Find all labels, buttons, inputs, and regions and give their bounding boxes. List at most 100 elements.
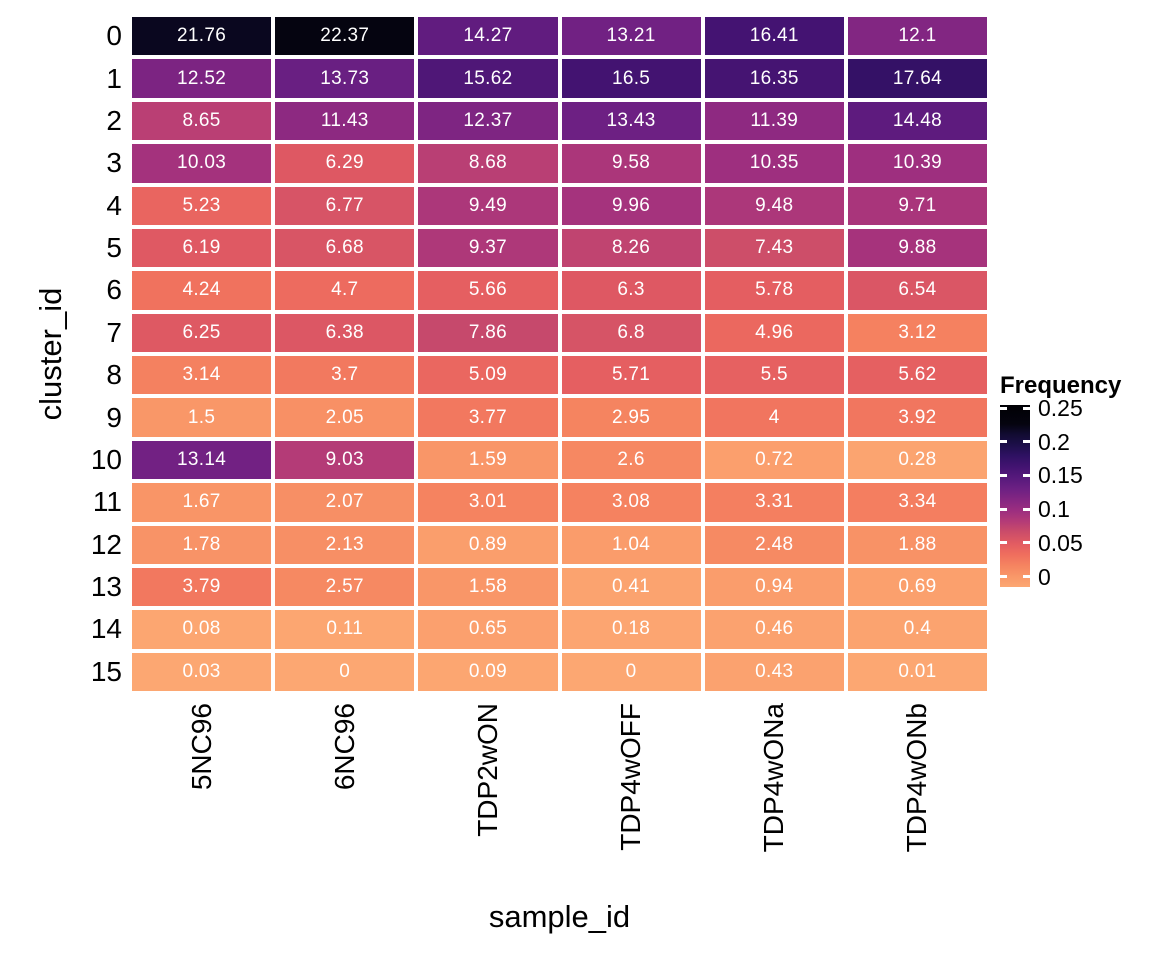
heatmap-cell: 0.89 xyxy=(418,525,558,564)
heatmap-cell: 5.62 xyxy=(847,356,987,395)
heatmap-cell: 11.39 xyxy=(704,101,844,141)
heatmap-cell: 1.59 xyxy=(418,440,558,480)
heatmap-cell: 9.96 xyxy=(561,186,701,225)
y-axis-tick-label: 11 xyxy=(92,486,122,518)
y-axis-tick-label: 13 xyxy=(90,571,122,603)
heatmap-cell: 3.79 xyxy=(132,567,272,607)
heatmap-cell: 4.7 xyxy=(275,271,415,310)
y-axis-tick-label: 1 xyxy=(106,62,122,94)
heatmap-cell: 0.01 xyxy=(847,652,987,691)
heatmap-cell: 13.21 xyxy=(561,17,701,56)
legend-tick-label: 0.25 xyxy=(1038,395,1083,421)
heatmap-cell: 3.12 xyxy=(847,313,987,352)
legend-tick-label: 0.15 xyxy=(1038,462,1083,489)
heatmap-cell: 0 xyxy=(275,652,415,691)
heatmap-cell: 1.67 xyxy=(132,483,272,522)
legend-tick xyxy=(1000,440,1007,444)
heatmap-cell: 1.78 xyxy=(132,525,272,564)
legend-tick xyxy=(1023,507,1030,511)
heatmap-cell: 16.35 xyxy=(704,59,844,98)
heatmap-cell: 0.94 xyxy=(704,567,844,607)
heatmap-cell: 9.03 xyxy=(275,440,415,480)
heatmap-cell: 10.03 xyxy=(132,144,272,183)
heatmap-cell: 12.37 xyxy=(418,101,558,141)
heatmap-cell: 9.58 xyxy=(561,144,701,183)
heatmap-cell: 10.39 xyxy=(847,144,987,183)
legend-tick-label: 0.2 xyxy=(1038,428,1070,455)
heatmap-cell: 2.48 xyxy=(704,525,844,564)
heatmap-cell: 2.6 xyxy=(561,440,701,480)
heatmap-cell: 8.65 xyxy=(132,101,272,141)
heatmap-cell: 1.58 xyxy=(418,567,558,607)
heatmap-cell: 16.41 xyxy=(704,17,844,56)
heatmap-cell: 6.8 xyxy=(561,313,701,352)
heatmap-cell: 11.43 xyxy=(275,101,415,141)
legend-tick xyxy=(1000,406,1007,410)
heatmap-cell: 0 xyxy=(561,652,701,691)
heatmap-cell: 3.14 xyxy=(132,356,272,395)
heatmap-cell: 8.68 xyxy=(418,144,558,183)
legend-tick-label: 0.05 xyxy=(1038,529,1083,556)
heatmap-cell: 2.05 xyxy=(275,398,415,437)
legend-tick xyxy=(1023,440,1030,444)
y-axis-tick-label: 12 xyxy=(90,528,122,560)
heatmap-cell: 0.28 xyxy=(847,440,987,480)
y-axis-tick-label: 14 xyxy=(90,613,122,645)
legend-tick xyxy=(1023,575,1030,578)
heatmap-cell: 12.1 xyxy=(847,17,987,56)
heatmap-cell: 0.72 xyxy=(704,440,844,480)
y-axis-tick-label: 8 xyxy=(106,359,122,391)
x-axis-tick-label: TDP4wONb xyxy=(901,703,933,853)
heatmap-cell: 9.88 xyxy=(847,228,987,268)
heatmap-cell: 0.43 xyxy=(704,652,844,691)
legend-colorbar xyxy=(1000,405,1030,587)
y-axis-tick-label: 0 xyxy=(106,20,122,52)
heatmap-cell: 5.66 xyxy=(418,271,558,310)
heatmap-cell: 3.7 xyxy=(275,356,415,395)
x-axis-tick-label: 5NC96 xyxy=(185,703,217,791)
heatmap-cell: 6.25 xyxy=(132,313,272,352)
heatmap-cell: 9.71 xyxy=(847,186,987,225)
y-axis-tick-label: 4 xyxy=(106,189,122,221)
heatmap-cell: 3.92 xyxy=(847,398,987,437)
heatmap-cell: 0.65 xyxy=(418,610,558,649)
heatmap-cell: 5.78 xyxy=(704,271,844,310)
heatmap-cell: 17.64 xyxy=(847,59,987,98)
heatmap-cell: 9.49 xyxy=(418,186,558,225)
heatmap-cell: 5.09 xyxy=(418,356,558,395)
heatmap-cell: 12.52 xyxy=(132,59,272,98)
heatmap-cell: 0.11 xyxy=(275,610,415,649)
y-axis-tick-labels: 0 1 2 3 4 5 6 7 8 9 10 11 12 13 14 15 xyxy=(0,17,122,691)
heatmap-cell: 0.03 xyxy=(132,652,272,691)
legend-title: Frequency xyxy=(1000,372,1122,399)
legend-tick xyxy=(1000,575,1007,578)
heatmap-cell: 1.5 xyxy=(132,398,272,437)
legend-tick-label: 0.1 xyxy=(1038,496,1070,523)
heatmap-cell: 15.62 xyxy=(418,59,558,98)
heatmap-cell: 13.14 xyxy=(132,440,272,480)
heatmap-cell: 4 xyxy=(704,398,844,437)
legend-tick xyxy=(1000,541,1007,545)
heatmap-cell: 6.19 xyxy=(132,228,272,268)
heatmap-cell: 6.54 xyxy=(847,271,987,310)
heatmap-cell: 6.77 xyxy=(275,186,415,225)
heatmap-panel: 21.76 22.37 14.27 13.21 16.41 12.1 12.52 13.73 1… xyxy=(132,17,987,691)
y-axis-tick-label: 15 xyxy=(90,655,122,687)
y-axis-tick-label: 6 xyxy=(106,274,122,306)
heatmap-cell: 3.77 xyxy=(418,398,558,437)
y-axis-tick-label: 9 xyxy=(106,401,122,433)
legend-tick xyxy=(1000,507,1007,511)
heatmap-cell: 2.13 xyxy=(275,525,415,564)
heatmap-cell: 2.57 xyxy=(275,567,415,607)
heatmap-cell: 0.69 xyxy=(847,567,987,607)
heatmap-cell: 5.71 xyxy=(561,356,701,395)
y-axis-tick-label: 7 xyxy=(106,316,122,348)
y-axis-tick-label: 2 xyxy=(106,104,122,136)
heatmap-cell: 7.43 xyxy=(704,228,844,268)
heatmap-cell: 2.95 xyxy=(561,398,701,437)
x-axis-title: sample_id xyxy=(488,899,631,934)
heatmap-cell: 6.29 xyxy=(275,144,415,183)
heatmap-cell: 13.73 xyxy=(275,59,415,98)
legend-tick xyxy=(1023,473,1030,477)
heatmap-cell: 14.27 xyxy=(418,17,558,56)
